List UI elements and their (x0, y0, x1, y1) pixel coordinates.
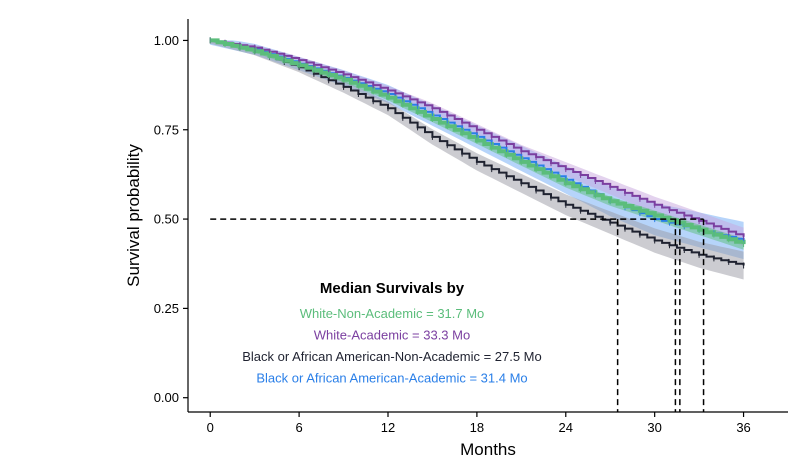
y-tick-label: 0.00 (154, 390, 179, 405)
censor-white-non-academic (209, 37, 745, 248)
x-tick-label: 6 (295, 420, 302, 435)
annotation-line-black-non-academic: Black or African American-Non-Academic =… (242, 349, 542, 364)
y-tick-label: 0.50 (154, 212, 179, 227)
annotation-line-black-academic: Black or African American-Academic = 31.… (256, 371, 527, 386)
x-tick-label: 30 (647, 420, 661, 435)
x-tick-label: 18 (470, 420, 484, 435)
band-black-academic (210, 40, 744, 260)
y-tick-label: 0.75 (154, 122, 179, 137)
median-survival-annotation: Median Survivals by White-Non-Academic =… (242, 280, 542, 386)
censor-marks (209, 37, 745, 269)
x-axis-title: Months (460, 440, 516, 459)
median-reference-lines (210, 218, 705, 412)
y-axis-title: Survival probability (124, 144, 143, 287)
x-tick-label: 12 (381, 420, 395, 435)
x-tick-label: 36 (736, 420, 750, 435)
annotation-title: Median Survivals by (320, 280, 465, 297)
axis-ticks: 0 6 12 18 24 30 36 0.00 0.25 0.50 0.75 1.00 (154, 33, 751, 435)
y-tick-label: 0.25 (154, 301, 179, 316)
annotation-line-white-academic: White-Academic = 33.3 Mo (314, 328, 470, 343)
y-tick-label: 1.00 (154, 33, 179, 48)
annotation-line-white-non-academic: White-Non-Academic = 31.7 Mo (300, 306, 485, 321)
x-tick-label: 0 (207, 420, 214, 435)
x-tick-label: 24 (559, 420, 573, 435)
axes (187, 19, 788, 413)
